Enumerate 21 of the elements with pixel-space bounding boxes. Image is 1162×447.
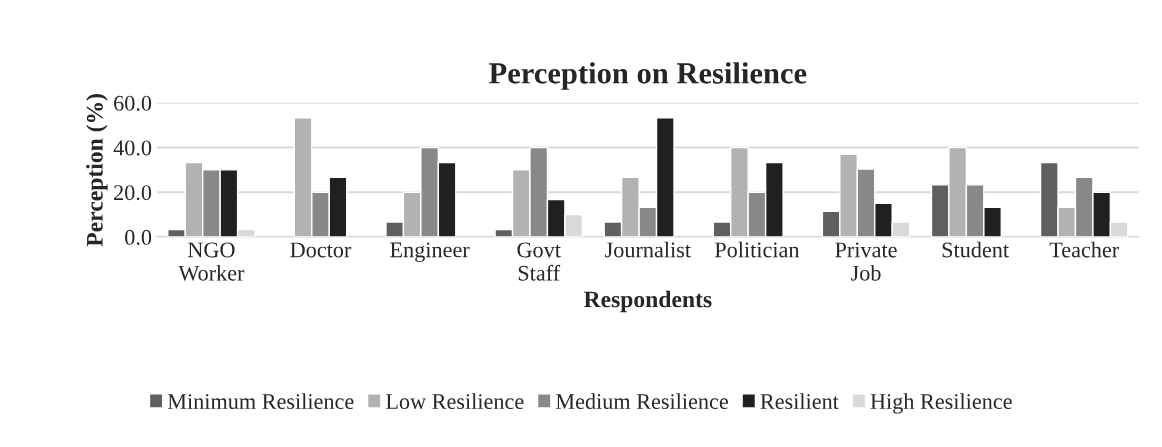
x-axis-title: Respondents xyxy=(583,290,712,313)
x-tick-label: Engineer xyxy=(390,242,470,262)
x-tick-label: Journalist xyxy=(605,241,691,258)
x-tick-label: Politician xyxy=(714,241,800,258)
x-tick-label: Teacher xyxy=(1049,241,1120,258)
legend-label: Medium Resilience xyxy=(555,393,728,410)
x-tick-label: Doctor xyxy=(290,242,352,258)
y-tick-label: 0.0 xyxy=(125,229,152,245)
x-tick-label: Student xyxy=(942,241,1009,258)
legend-label: High Resilience xyxy=(870,393,1012,414)
x-tick-label: NGO Worker xyxy=(178,242,245,281)
y-tick-label: 20.0 xyxy=(114,185,152,201)
legend-label: Minimum Resilience xyxy=(167,393,354,410)
legend-label: Low Resilience xyxy=(386,393,524,410)
legend-label: Resilient xyxy=(760,393,839,410)
y-axis-title: Perception (%) xyxy=(86,94,108,247)
x-tick-label: Private Job xyxy=(835,242,897,281)
y-tick-label: 60.0 xyxy=(114,95,152,111)
y-tick-label: 40.0 xyxy=(113,140,152,156)
x-tick-label: Govt Staff xyxy=(517,242,561,281)
chart-title: Perception on Resilience xyxy=(489,62,807,90)
